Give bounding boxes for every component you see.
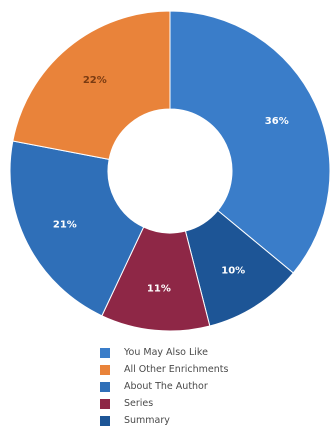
legend-item[interactable]: Series (100, 395, 320, 412)
donut-chart: 36% 10% 11% 21% 22% (9, 10, 330, 332)
donut-slice-3[interactable] (9, 140, 145, 317)
slice-label-4: 22% (83, 75, 107, 86)
legend-label: Series (124, 398, 154, 409)
donut-slice-4[interactable] (12, 10, 171, 160)
donut-slice-0[interactable] (169, 10, 330, 274)
legend-label: You May Also Like (124, 347, 208, 358)
slice-label-3: 21% (53, 220, 77, 231)
legend-item[interactable]: About The Author (100, 378, 320, 395)
legend-swatch (100, 398, 110, 409)
legend-item[interactable]: Summary (100, 412, 320, 429)
legend-swatch (100, 381, 110, 392)
slice-label-1: 10% (221, 266, 245, 277)
slice-label-0: 36% (265, 116, 289, 127)
legend-label: All Other Enrichments (124, 364, 229, 375)
legend-label: Summary (124, 415, 170, 426)
legend-swatch (100, 347, 110, 358)
legend-swatch (100, 364, 110, 375)
legend-swatch (100, 415, 110, 426)
legend-label: About The Author (124, 381, 208, 392)
chart-legend: You May Also Like All Other Enrichments Ab… (100, 344, 320, 429)
slice-label-2: 11% (147, 283, 171, 294)
legend-item[interactable]: You May Also Like (100, 344, 320, 361)
legend-item[interactable]: All Other Enrichments (100, 361, 320, 378)
